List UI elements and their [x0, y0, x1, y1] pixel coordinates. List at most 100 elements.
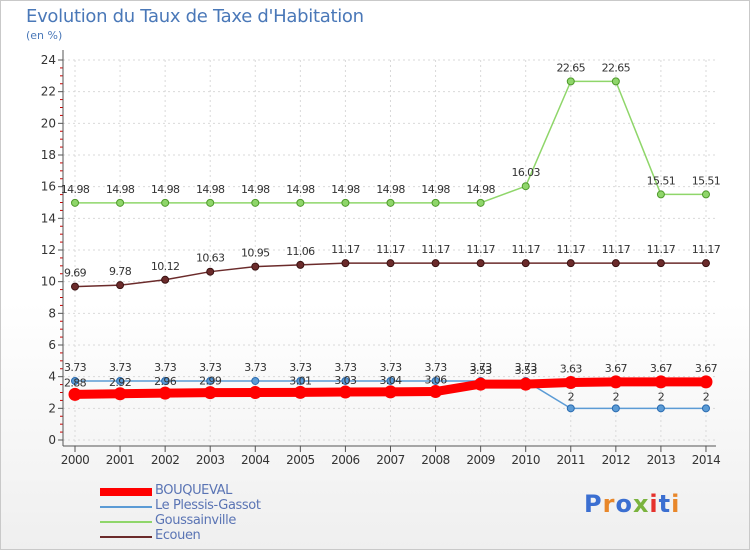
y-tick-label: 10 [41, 275, 56, 289]
data-label-goussainville: 22.65 [602, 61, 631, 74]
data-point-plessis-gassot [71, 376, 79, 385]
logo-letter: i [671, 490, 681, 518]
data-point-plessis-gassot [431, 376, 440, 385]
data-point-plessis-gassot [656, 404, 665, 413]
data-label-bouqueval: 3.04 [379, 374, 402, 387]
data-point-ecouen [566, 259, 575, 268]
proxiti-logo: Proxiti [584, 490, 680, 518]
data-point-plessis-gassot [386, 376, 395, 385]
data-point-ecouen [656, 259, 665, 268]
data-label-goussainville: 15.51 [692, 174, 721, 187]
data-point-goussainville [521, 182, 530, 191]
data-point-bouqueval [609, 375, 623, 389]
legend-swatch-ecouen [100, 536, 152, 538]
data-point-goussainville [116, 198, 125, 207]
data-point-bouqueval [519, 377, 533, 391]
legend-swatch-bouqueval [100, 488, 152, 496]
data-point-goussainville [431, 198, 440, 207]
x-tick-label: 2014 [692, 453, 721, 467]
data-label-plessis-gassot: 2 [613, 390, 619, 403]
data-label-bouqueval: 3.53 [515, 364, 538, 377]
data-label-ecouen: 11.06 [286, 245, 315, 258]
data-point-plessis-gassot [161, 376, 170, 385]
data-point-bouqueval [203, 386, 217, 400]
data-point-bouqueval [429, 385, 443, 399]
legend-swatch-plessis-gassot [100, 506, 152, 508]
data-point-plessis-gassot [611, 404, 620, 413]
data-point-goussainville [566, 77, 575, 86]
data-label-plessis-gassot: 3.73 [425, 361, 448, 374]
data-label-plessis-gassot: 3.73 [289, 361, 312, 374]
y-tick-label: 12 [41, 243, 56, 257]
logo-letter: o [615, 490, 633, 518]
data-label-ecouen: 11.17 [511, 243, 540, 256]
x-tick-label: 2011 [556, 453, 585, 467]
data-point-bouqueval [699, 375, 713, 389]
data-label-ecouen: 10.63 [196, 252, 225, 265]
data-label-plessis-gassot: 3.73 [379, 361, 402, 374]
data-labels: 14.98 14.98 14.98 14.98 14.98 14.98 14.98 14.98… [61, 61, 722, 403]
data-point-goussainville [341, 198, 350, 207]
logo-letter: P [584, 490, 603, 518]
data-label-goussainville: 16.03 [511, 166, 540, 179]
data-label-ecouen: 9.69 [64, 267, 87, 280]
data-label-ecouen: 10.95 [241, 247, 270, 260]
x-tick-label: 2000 [61, 453, 90, 467]
x-tick-label: 2007 [376, 453, 405, 467]
x-tick-label: 2002 [151, 453, 180, 467]
logo-letter: i [649, 490, 659, 518]
data-point-goussainville [611, 77, 620, 86]
data-label-plessis-gassot: 3.73 [515, 361, 538, 374]
data-label-bouqueval: 3.03 [334, 374, 357, 387]
data-point-goussainville [71, 198, 79, 207]
data-point-plessis-gassot [116, 376, 125, 385]
data-label-goussainville: 14.98 [286, 183, 315, 196]
data-label-bouqueval: 3.67 [605, 362, 628, 375]
y-tick-label: 16 [41, 180, 56, 194]
data-label-plessis-gassot: 3.73 [64, 361, 87, 374]
data-point-plessis-gassot [296, 376, 305, 385]
data-point-ecouen [701, 259, 710, 268]
data-point-goussainville [296, 198, 305, 207]
data-point-bouqueval [383, 385, 397, 399]
data-label-ecouen: 11.17 [557, 243, 586, 256]
logo-letter: t [658, 490, 672, 518]
data-label-goussainville: 14.98 [331, 183, 360, 196]
data-point-ecouen [71, 282, 79, 291]
data-point-ecouen [521, 259, 530, 268]
data-label-goussainville: 14.98 [421, 183, 450, 196]
data-point-ecouen [251, 262, 260, 271]
y-tick-label: 4 [48, 370, 56, 384]
legend-label-ecouen: Ecouen [155, 528, 201, 543]
data-point-plessis-gassot [341, 376, 350, 385]
data-label-ecouen: 11.17 [466, 243, 495, 256]
data-point-bouqueval [248, 386, 262, 399]
data-point-plessis-gassot [701, 404, 710, 413]
data-label-ecouen: 11.17 [331, 243, 360, 256]
logo-letter: r [602, 490, 616, 518]
data-point-ecouen [296, 260, 305, 269]
data-point-plessis-gassot [251, 376, 260, 385]
data-label-goussainville: 14.98 [151, 183, 180, 196]
data-point-bouqueval [113, 387, 127, 401]
data-point-ecouen [611, 259, 620, 268]
data-label-goussainville: 22.65 [557, 61, 586, 74]
y-tick-label: 22 [41, 85, 56, 99]
data-point-ecouen [116, 281, 125, 290]
data-point-goussainville [386, 198, 395, 207]
x-tick-label: 2010 [511, 453, 540, 467]
data-point-bouqueval [338, 385, 352, 399]
data-label-plessis-gassot: 3.73 [154, 361, 177, 374]
data-label-bouqueval: 3.53 [470, 364, 493, 377]
x-tick-label: 2004 [241, 453, 270, 467]
data-point-ecouen [341, 259, 350, 268]
data-point-bouqueval [564, 376, 578, 390]
data-label-bouqueval: 3.63 [560, 363, 583, 376]
y-tick-label: 6 [48, 338, 56, 352]
data-label-plessis-gassot: 3.73 [334, 361, 357, 374]
x-tick-label: 2009 [466, 453, 495, 467]
data-label-ecouen: 11.17 [376, 243, 405, 256]
data-label-bouqueval: 2.96 [154, 375, 177, 388]
data-label-bouqueval: 3.67 [695, 362, 718, 375]
